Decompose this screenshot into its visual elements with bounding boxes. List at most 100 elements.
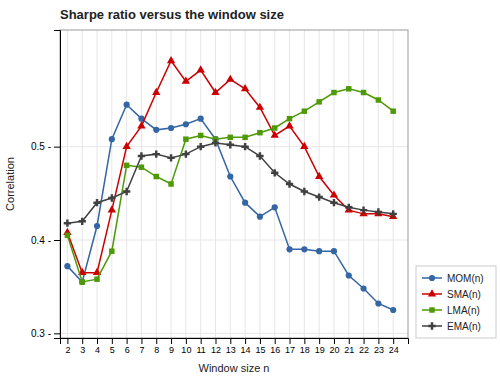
legend-symbol <box>429 307 434 312</box>
series-marker <box>152 88 160 95</box>
legend-item: LMA(n) <box>422 305 480 316</box>
x-tick-mark <box>378 338 379 344</box>
grid-line-x <box>97 30 98 338</box>
x-tick: 6 <box>125 338 130 355</box>
series-marker <box>64 220 71 227</box>
legend-item: EMA(n) <box>422 321 481 332</box>
x-axis-line <box>61 339 409 345</box>
x-tick-mark <box>290 338 291 344</box>
x-tick: 22 <box>359 338 369 355</box>
series-marker <box>330 199 337 206</box>
series-marker <box>256 103 264 110</box>
x-tick: 13 <box>226 338 236 355</box>
y-axis-title: Correlation <box>4 157 16 211</box>
x-tick-mark <box>334 338 335 344</box>
legend-symbol <box>428 289 436 296</box>
x-tick: 12 <box>211 338 221 355</box>
series-marker <box>301 246 307 252</box>
chart: 234567891011121314151617181920212223240.… <box>0 0 500 380</box>
series-marker <box>315 172 323 179</box>
legend-symbol <box>428 322 435 329</box>
series-marker <box>226 75 234 82</box>
x-tick: 18 <box>300 338 310 355</box>
legend-label: SMA(n) <box>447 289 481 300</box>
series-marker <box>271 169 278 176</box>
series-marker <box>376 97 381 102</box>
x-tick: 2 <box>65 338 70 355</box>
series-line <box>67 143 393 223</box>
x-tick-mark <box>67 338 68 344</box>
x-tick-mark <box>364 338 365 344</box>
series-marker <box>330 190 338 197</box>
plot: 234567891011121314151617181920212223240.… <box>31 30 409 355</box>
series-marker <box>64 263 70 269</box>
grid-line-x <box>185 30 186 338</box>
title: Sharpe ratio versus the window size <box>60 7 284 22</box>
x-tick-mark <box>275 338 276 344</box>
series-marker <box>256 152 263 159</box>
grid-line-x <box>319 30 320 338</box>
x-tick-label: 17 <box>285 345 295 355</box>
x-tick-label: 23 <box>374 345 384 355</box>
series-marker <box>94 276 99 281</box>
series-marker <box>374 209 382 216</box>
series-marker <box>108 205 116 212</box>
grid-line-x <box>348 30 349 338</box>
x-tick-label: 11 <box>197 345 206 355</box>
legend: MOM(n) SMA(n) LMA(n) EMA(n) <box>416 266 496 338</box>
x-tick-label: 4 <box>95 345 100 355</box>
series-marker <box>167 154 174 161</box>
x-tick-label: 21 <box>344 345 354 355</box>
series-marker <box>301 188 308 195</box>
y-axis-line <box>54 31 61 339</box>
x-tick: 19 <box>315 338 325 355</box>
x-tick: 8 <box>154 338 159 355</box>
series-marker <box>94 223 100 229</box>
x-tick-label: 13 <box>226 345 236 355</box>
series-marker <box>182 150 189 157</box>
x-tick-label: 24 <box>389 345 399 355</box>
grid-line-x <box>333 30 334 338</box>
series-marker <box>287 116 292 121</box>
series-marker <box>286 246 292 252</box>
series-marker <box>316 248 322 254</box>
series-marker <box>360 285 366 291</box>
x-tick-label: 22 <box>359 345 369 355</box>
grid-line-x <box>126 30 127 338</box>
x-tick-mark <box>127 338 128 344</box>
x-tick-mark <box>349 338 350 344</box>
series-marker <box>168 181 173 186</box>
series-marker <box>228 135 233 140</box>
y-tick-label: 0.3 - <box>31 328 51 339</box>
series-line <box>67 105 393 310</box>
grid-line-x <box>274 30 275 338</box>
series-marker <box>108 194 115 201</box>
x-tick-label: 16 <box>270 345 280 355</box>
x-tick-mark <box>260 338 261 344</box>
y-tick-mark <box>54 333 60 334</box>
marks <box>63 56 397 313</box>
series-marker <box>242 135 247 140</box>
legend-item: SMA(n) <box>422 289 481 300</box>
series-marker <box>154 174 159 179</box>
x-tick-mark <box>319 338 320 344</box>
series-marker <box>390 307 396 313</box>
series-marker <box>242 200 248 206</box>
series-marker <box>257 214 263 220</box>
series-marker <box>257 130 262 135</box>
series-marker <box>198 133 203 138</box>
x-tick-label: 9 <box>169 345 174 355</box>
x-tick-mark <box>171 338 172 344</box>
series-marker <box>198 116 204 122</box>
series-marker <box>361 90 366 95</box>
x-tick-label: 7 <box>139 345 144 355</box>
grid-line-x <box>245 30 246 338</box>
x-tick-mark <box>186 338 187 344</box>
grid-line-x <box>259 30 260 338</box>
grid <box>60 30 408 338</box>
x-tick-mark <box>215 338 216 344</box>
series-marker <box>168 125 174 131</box>
x-tick-mark <box>230 338 231 344</box>
legend-item: MOM(n) <box>422 273 484 284</box>
x-tick-label: 10 <box>181 345 191 355</box>
